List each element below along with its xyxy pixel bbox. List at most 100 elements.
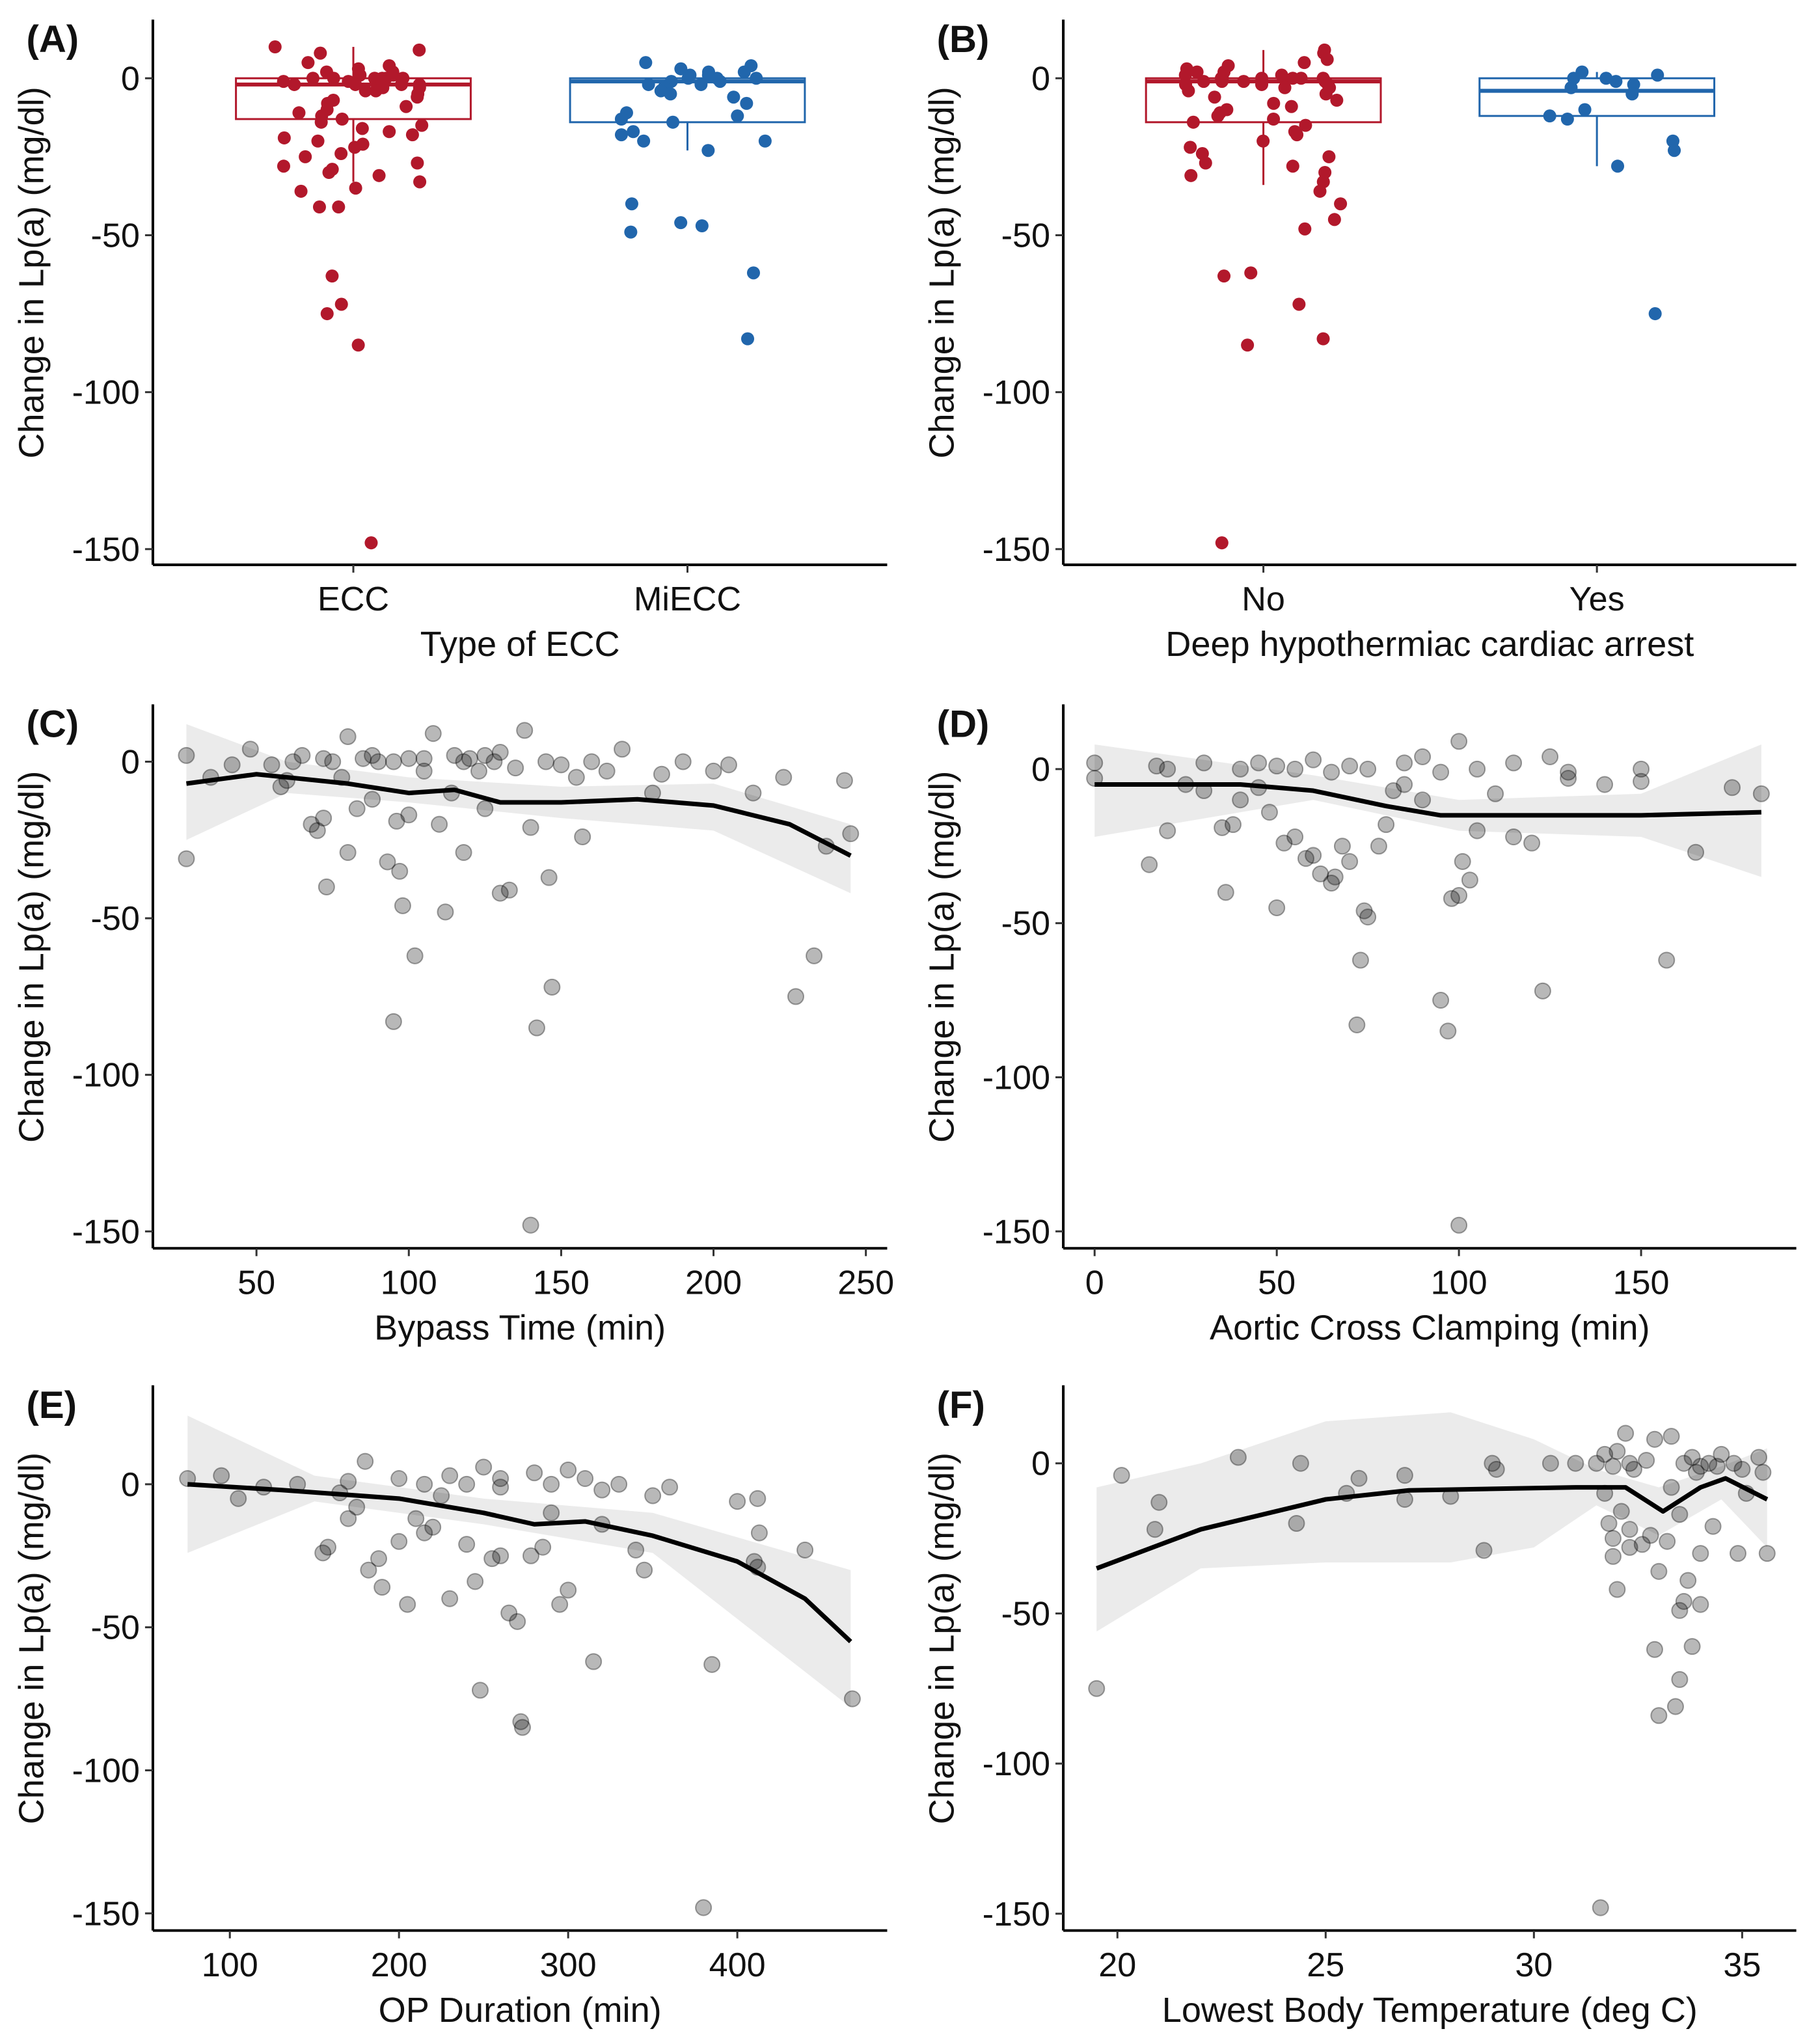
data-point — [1567, 1454, 1584, 1472]
data-point — [639, 56, 653, 70]
data-point — [327, 72, 340, 85]
data-point — [842, 825, 860, 843]
data-point — [1370, 838, 1387, 855]
data-point — [1658, 951, 1676, 969]
data-point — [705, 762, 722, 780]
data-point — [653, 765, 670, 783]
data-point — [1232, 791, 1249, 809]
data-point — [746, 266, 760, 280]
data-point — [1650, 1707, 1668, 1724]
data-point — [415, 118, 429, 132]
data-point — [1278, 81, 1292, 94]
data-point — [349, 77, 362, 91]
data-point — [314, 46, 327, 60]
data-point — [492, 1547, 509, 1564]
data-point — [1286, 159, 1299, 173]
data-point — [319, 1538, 337, 1556]
data-point — [308, 822, 326, 839]
data-point — [513, 1719, 531, 1736]
data-point — [306, 72, 319, 85]
data-point — [775, 769, 793, 786]
data-point — [394, 897, 411, 914]
data-point — [1604, 1547, 1622, 1565]
confidence-ribbon — [1094, 744, 1761, 877]
data-point — [1298, 56, 1311, 70]
data-point — [364, 791, 381, 808]
data-point — [522, 1547, 539, 1564]
x-tick-label: 50 — [1258, 1264, 1296, 1301]
data-point — [292, 106, 306, 120]
data-point — [1671, 1601, 1689, 1619]
data-point — [737, 65, 751, 79]
data-point — [701, 144, 715, 157]
y-tick-label: -150 — [983, 1896, 1050, 1933]
data-point — [241, 741, 259, 758]
x-tick-label: 25 — [1307, 1946, 1344, 1984]
x-tick-label: MiECC — [634, 580, 741, 618]
panel-a: 0 -50 -100 -150 ECC MiECC Type of ECC Change in… — [12, 18, 888, 664]
data-point — [1088, 1680, 1106, 1697]
data-point — [325, 269, 339, 283]
x-tick-label: No — [1242, 580, 1285, 618]
data-point — [1609, 75, 1623, 89]
x-axis-title: Bypass Time (min) — [374, 1309, 666, 1348]
data-point — [413, 43, 426, 57]
y-tick-label: -150 — [72, 1895, 140, 1933]
data-point — [1355, 902, 1373, 920]
data-point — [1475, 1542, 1493, 1559]
data-point — [583, 753, 601, 770]
data-point — [1617, 1424, 1635, 1442]
data-point — [315, 750, 333, 767]
data-point — [400, 806, 418, 824]
y-tick-label: 0 — [1031, 60, 1050, 98]
data-point — [1217, 884, 1234, 901]
data-point — [1286, 72, 1299, 85]
data-point — [727, 90, 740, 104]
data-point — [1268, 757, 1286, 775]
data-point — [413, 175, 427, 189]
data-point — [359, 84, 372, 98]
data-point — [806, 947, 823, 964]
x-axis-title: Deep hypothermiac cardiac arrest — [1165, 625, 1694, 664]
data-point — [1237, 75, 1251, 89]
data-point — [543, 978, 561, 996]
box — [1478, 77, 1716, 117]
data-point — [390, 1470, 408, 1488]
x-axis-title: Type of ECC — [420, 625, 620, 664]
data-point — [1469, 760, 1486, 778]
data-point — [624, 225, 638, 239]
data-point — [471, 1682, 489, 1699]
data-point — [567, 769, 585, 786]
data-point — [1621, 1521, 1638, 1538]
data-point — [512, 1713, 530, 1730]
data-point — [411, 156, 424, 170]
y-tick-label: -100 — [983, 1059, 1050, 1097]
data-point — [1454, 852, 1471, 870]
data-point — [552, 756, 570, 774]
data-point — [1450, 1216, 1468, 1234]
x-tick-label: 200 — [685, 1264, 742, 1301]
data-point — [614, 741, 631, 758]
data-point — [731, 109, 744, 123]
data-point — [383, 125, 396, 139]
data-point — [1439, 1022, 1457, 1040]
data-point — [433, 1487, 450, 1505]
data-point — [740, 96, 754, 110]
data-point — [1443, 890, 1460, 907]
data-point — [301, 56, 315, 70]
y-axis-title: Change in Lp(a) (mg/dl) — [12, 87, 51, 458]
data-point — [1159, 760, 1176, 778]
data-point — [213, 1467, 230, 1484]
data-point — [843, 1690, 861, 1708]
data-point — [543, 1504, 560, 1521]
data-point — [636, 1561, 653, 1579]
data-point — [1323, 763, 1340, 781]
data-point — [340, 1473, 357, 1490]
data-point — [1290, 128, 1304, 142]
data-point — [1215, 536, 1229, 550]
data-point — [500, 881, 518, 899]
data-point — [585, 1653, 603, 1670]
data-point — [1560, 763, 1577, 781]
data-point — [1667, 144, 1681, 157]
data-point — [1350, 1469, 1368, 1487]
